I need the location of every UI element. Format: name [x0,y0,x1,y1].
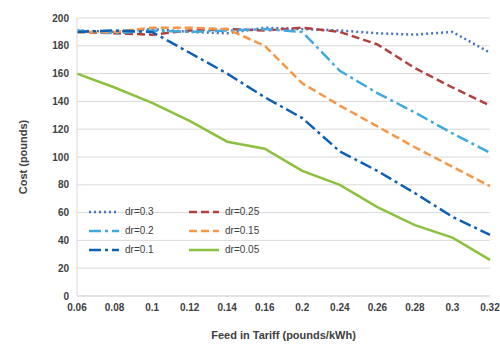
svg-text:180: 180 [52,40,69,51]
svg-text:0.3: 0.3 [446,302,460,313]
svg-text:0.1: 0.1 [145,302,159,313]
svg-text:40: 40 [58,235,70,246]
html-text:dr=0.3: dr=0.3 [125,206,154,217]
svg-text:100: 100 [52,152,69,163]
svg-text:Cost (pounds): Cost (pounds) [17,119,29,194]
html-text:dr=0.2: dr=0.2 [125,225,154,236]
svg-text:0.24: 0.24 [330,302,350,313]
svg-text:0.32: 0.32 [480,302,492,313]
svg-text:160: 160 [52,68,69,79]
svg-text:0.2: 0.2 [295,302,309,313]
svg-text:0.08: 0.08 [105,302,125,313]
html-text:dr=0.25: dr=0.25 [225,206,260,217]
svg-text:140: 140 [52,96,69,107]
svg-text:20: 20 [58,263,70,274]
svg-text:200: 200 [52,13,69,24]
svg-text:Feed in Tariff (pounds/kWh): Feed in Tariff (pounds/kWh) [211,329,356,341]
svg-text:0.16: 0.16 [255,302,275,313]
svg-text:0: 0 [63,291,69,302]
svg-text:60: 60 [58,207,70,218]
svg-text:0.28: 0.28 [405,302,425,313]
html-text:dr=0.15: dr=0.15 [225,225,260,236]
html-text:dr=0.1: dr=0.1 [125,244,154,255]
svg-text:80: 80 [58,179,70,190]
svg-text:0.26: 0.26 [368,302,388,313]
html-text:dr=0.05: dr=0.05 [225,244,260,255]
svg-text:120: 120 [52,124,69,135]
svg-text:0.12: 0.12 [180,302,200,313]
svg-text:0.14: 0.14 [217,302,237,313]
svg-text:0.06: 0.06 [67,302,87,313]
